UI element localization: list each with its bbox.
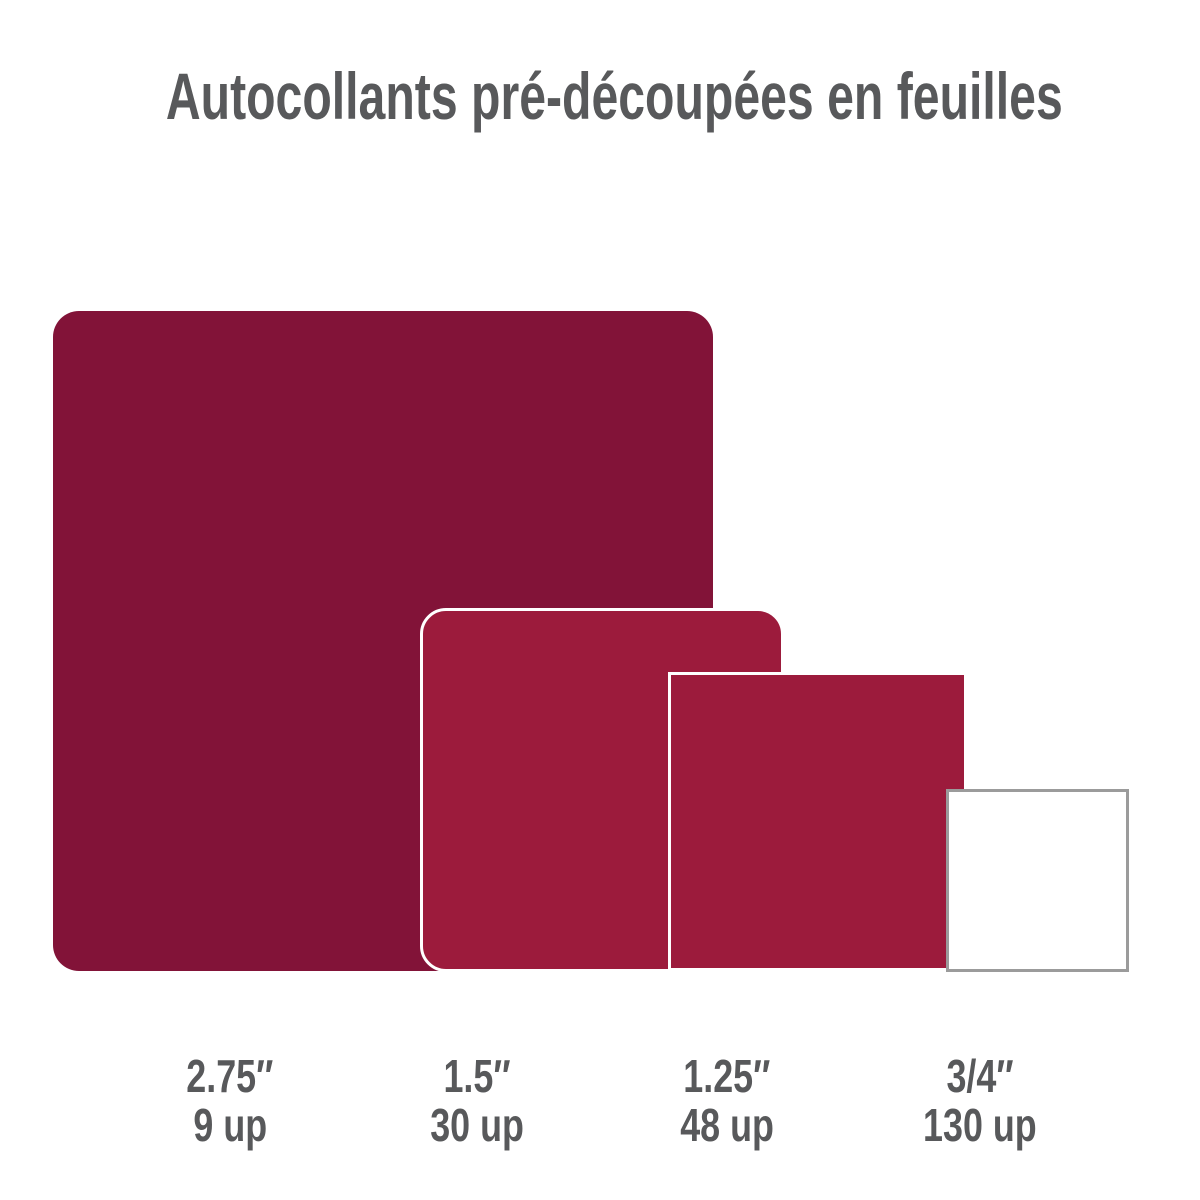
size-label-group-2-75in: 2.75″ 9 up: [80, 1052, 380, 1150]
size-label-group-3-4in: 3/4″ 130 up: [830, 1052, 1130, 1150]
size-count-label: 30 up: [430, 1099, 524, 1151]
sticker-square-1-25in: [668, 672, 967, 971]
size-labels-row: 2.75″ 9 up 1.5″ 30 up 1.25″ 48 up 3/4″ 1…: [0, 1052, 1200, 1172]
page-title: Autocollants pré-découpées en feuilles: [0, 58, 1200, 134]
size-dimension-label: 2.75″: [186, 1050, 274, 1102]
size-dimension-label: 1.5″: [443, 1050, 511, 1102]
size-label-group-1-25in: 1.25″ 48 up: [577, 1052, 877, 1150]
size-label-group-1-5in: 1.5″ 30 up: [327, 1052, 627, 1150]
size-count-label: 9 up: [193, 1099, 267, 1151]
size-dimension-label: 1.25″: [683, 1050, 771, 1102]
sticker-square-3-4in: [946, 789, 1129, 972]
size-count-label: 130 up: [923, 1099, 1037, 1151]
size-count-label: 48 up: [680, 1099, 774, 1151]
page-title-text: Autocollants pré-découpées en feuilles: [165, 59, 1063, 133]
size-dimension-label: 3/4″: [946, 1050, 1014, 1102]
